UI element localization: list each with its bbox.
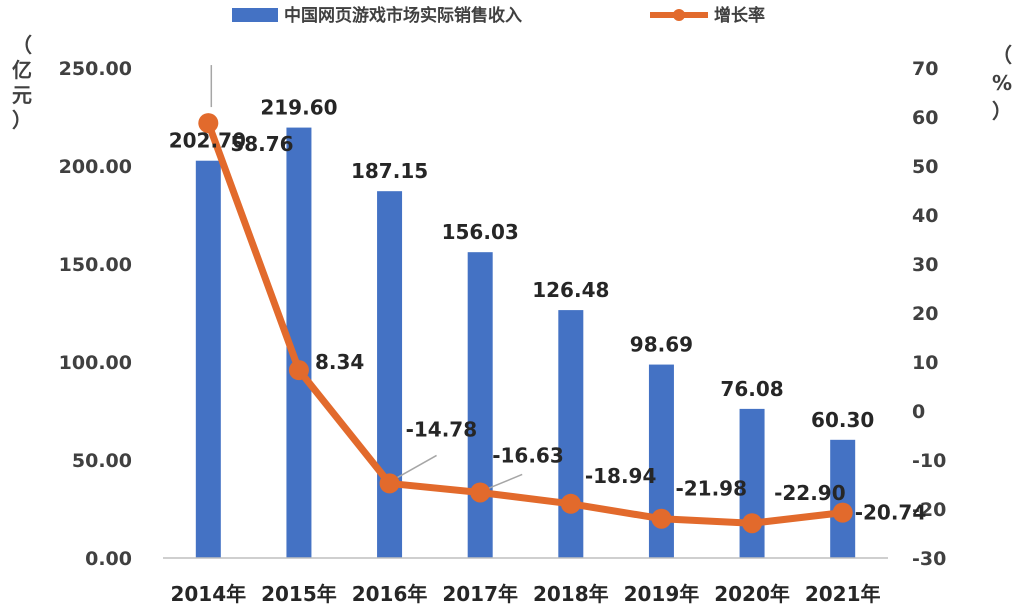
growth-point: [560, 493, 581, 514]
left-tick-label: 150.00: [59, 254, 132, 276]
growth-line: [198, 113, 853, 534]
right-tick-label: 60: [912, 107, 938, 129]
left-unit-char: 亿: [12, 58, 32, 82]
bar-value-label: 202.70: [169, 129, 246, 153]
bar: [558, 310, 584, 558]
left-tick-label: 50.00: [72, 450, 132, 472]
legend-label-bar: 中国网页游戏市场实际销售收入: [284, 5, 522, 26]
left-unit-char: 元: [12, 83, 32, 107]
x-axis: 2014年 2015年 2016年 2017年 2018年 2019年 2020年 2021年: [163, 557, 888, 606]
bar: [195, 160, 221, 558]
left-axis-unit: （亿元）: [12, 33, 32, 132]
growth-point: [742, 513, 763, 534]
bar-value-label: 156.03: [442, 220, 519, 244]
bar-value-label: 60.30: [811, 408, 874, 432]
growth-point: [379, 473, 400, 494]
bar: [467, 252, 493, 558]
bar: [648, 364, 674, 558]
growth-line-path: [204, 119, 847, 527]
right-tick-label: 20: [912, 303, 938, 325]
leader-line: [397, 454, 437, 479]
x-tick-label: 2014年: [170, 582, 246, 606]
legend-label-line: 增长率: [714, 5, 765, 26]
x-tick-label: 2019年: [624, 582, 700, 606]
line-value-label: -16.63: [492, 443, 564, 467]
x-tick-label: 2017年: [442, 582, 518, 606]
bar: [830, 439, 856, 558]
right-axis-unit: （% ）: [992, 43, 1012, 123]
right-tick-label: 70: [912, 58, 938, 80]
right-unit-char: %: [992, 71, 1012, 95]
bar-labels: 202.70 219.60 187.15 156.03 126.48 98.69 76.08…: [169, 96, 875, 432]
line-value-label: -20.74: [855, 501, 927, 525]
growth-point: [832, 502, 853, 523]
growth-point: [470, 482, 491, 503]
legend-marker-line: [673, 9, 685, 21]
bars: [195, 127, 856, 559]
bar-value-label: 98.69: [630, 333, 693, 357]
x-tick-label: 2020年: [714, 582, 790, 606]
line-value-label: -14.78: [406, 417, 478, 441]
left-tick-label: 0.00: [85, 548, 132, 570]
bar-value-label: 76.08: [720, 377, 783, 401]
legend: 中国网页游戏市场实际销售收入 增长率: [232, 5, 765, 26]
right-tick-label: -20: [912, 499, 946, 521]
line-value-label: -18.94: [585, 464, 657, 488]
x-tick-label: 2018年: [533, 582, 609, 606]
right-tick-label: 30: [912, 254, 938, 276]
x-tick-label: 2021年: [805, 582, 881, 606]
growth-point: [288, 360, 309, 381]
x-tick-label: 2016年: [352, 582, 428, 606]
left-unit-char: ）: [12, 108, 32, 132]
line-value-label: 58.76: [230, 132, 293, 156]
right-tick-label: 40: [912, 205, 938, 227]
right-tick-label: -30: [912, 548, 946, 570]
left-tick-label: 100.00: [59, 352, 132, 374]
growth-point: [651, 508, 672, 529]
bar-value-label: 126.48: [532, 278, 609, 302]
legend-swatch-bar: [232, 8, 278, 22]
leader-line: [487, 473, 523, 490]
left-tick-label: 200.00: [59, 156, 132, 178]
left-axis-ticks: 0.00 50.00 100.00 150.00 200.00 250.00: [59, 58, 132, 570]
bar-value-label: 187.15: [351, 159, 428, 183]
bar: [377, 191, 403, 558]
x-tick-label: 2015年: [261, 582, 337, 606]
leader-lines: [210, 65, 523, 490]
line-value-label: -22.90: [774, 481, 846, 505]
right-unit-char: （: [992, 43, 1012, 67]
right-unit-char: ）: [992, 99, 1012, 123]
right-tick-label: -10: [912, 450, 946, 472]
left-tick-label: 250.00: [59, 58, 132, 80]
right-tick-label: 50: [912, 156, 938, 178]
line-value-label: 8.34: [315, 350, 364, 374]
right-tick-label: 10: [912, 352, 938, 374]
right-axis-ticks: -30 -20 -10 0 10 20 30 40 50 60 70: [912, 58, 946, 570]
line-value-label: -21.98: [675, 477, 747, 501]
line-labels: 58.76 8.34 -14.78 -16.63 -18.94 -21.98 -22.90-…: [230, 132, 926, 525]
left-unit-char: （: [12, 33, 32, 57]
growth-point: [198, 113, 219, 134]
bar-value-label: 219.60: [260, 96, 337, 120]
right-tick-label: 0: [912, 401, 925, 423]
